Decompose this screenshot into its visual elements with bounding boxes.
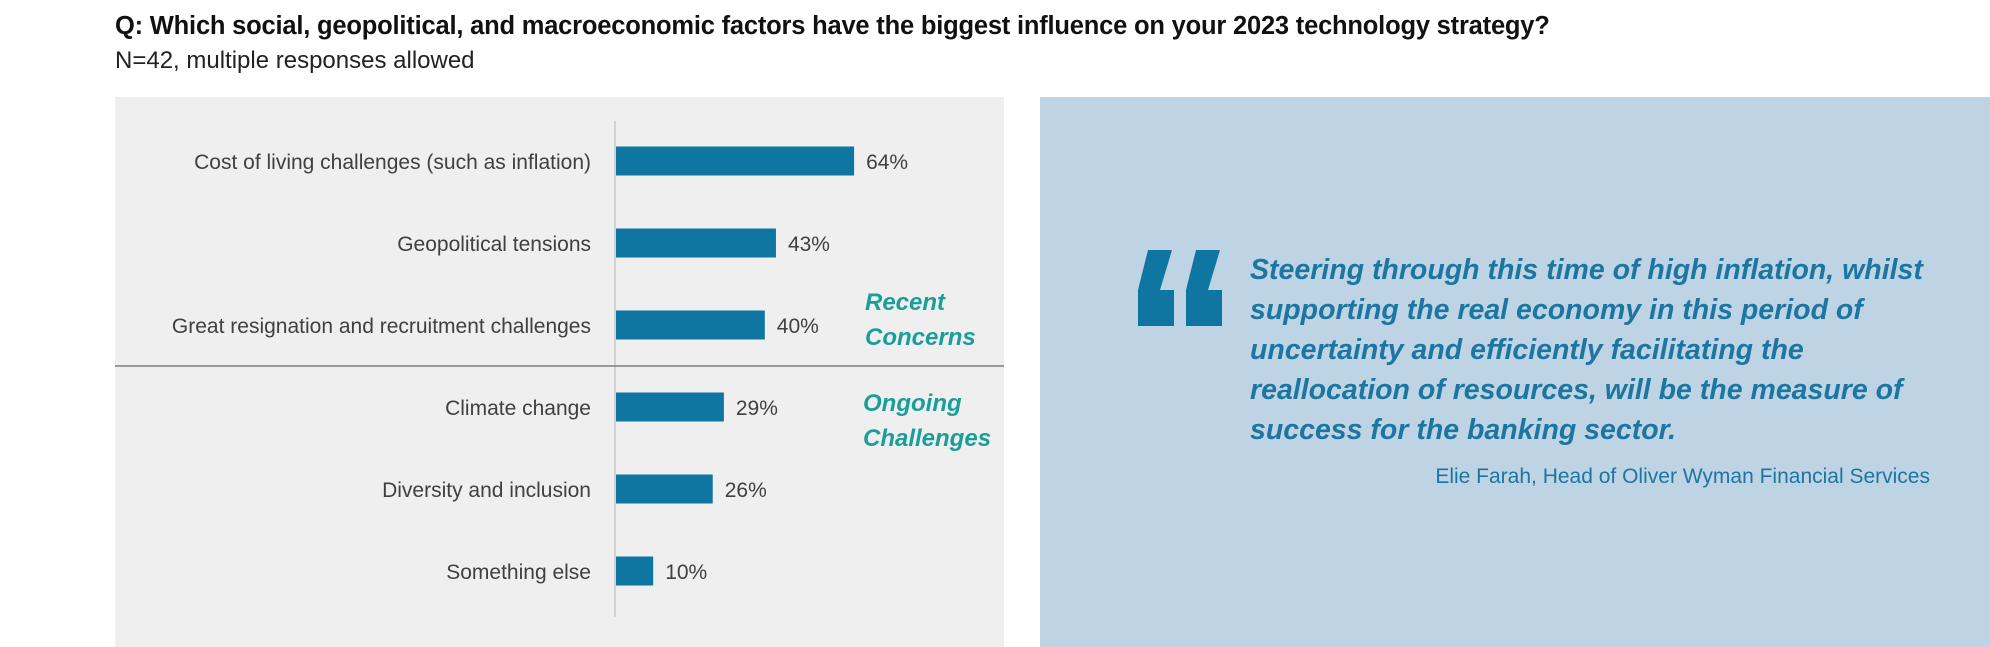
category-label: Great resignation and recruitment challe… bbox=[172, 315, 591, 338]
chart-panel: Cost of living challenges (such as infla… bbox=[115, 97, 1004, 647]
category-label: Geopolitical tensions bbox=[397, 233, 591, 256]
category-label: Something else bbox=[446, 561, 591, 584]
category-label: Diversity and inclusion bbox=[382, 479, 591, 502]
group-label: Concerns bbox=[865, 324, 976, 351]
value-label: 26% bbox=[725, 479, 767, 502]
sample-size-subtitle: N=42, multiple responses allowed bbox=[115, 47, 475, 74]
bar bbox=[616, 392, 724, 422]
category-label: Climate change bbox=[445, 397, 591, 420]
group-label: Recent bbox=[865, 289, 946, 316]
bar bbox=[616, 556, 654, 586]
bar bbox=[616, 146, 855, 176]
value-label: 29% bbox=[736, 397, 778, 420]
value-label: 64% bbox=[866, 151, 908, 174]
bar bbox=[616, 228, 776, 258]
group-label: Ongoing bbox=[863, 390, 962, 417]
value-label: 40% bbox=[777, 315, 819, 338]
group-label: Challenges bbox=[863, 425, 991, 452]
bar-chart: Cost of living challenges (such as infla… bbox=[115, 121, 1004, 617]
category-label: Cost of living challenges (such as infla… bbox=[194, 151, 591, 174]
question-title: Q: Which social, geopolitical, and macro… bbox=[115, 12, 1550, 40]
value-label: 43% bbox=[788, 233, 830, 256]
quote-text: Steering through this time of high infla… bbox=[1250, 254, 1923, 446]
quote-panel bbox=[1040, 97, 1990, 647]
value-label: 10% bbox=[665, 561, 707, 584]
quote-author: Elie Farah, Head of Oliver Wyman Financi… bbox=[1435, 465, 1930, 488]
bar bbox=[616, 474, 713, 504]
quotation-mark-icon bbox=[1138, 250, 1222, 326]
bar bbox=[616, 310, 765, 340]
